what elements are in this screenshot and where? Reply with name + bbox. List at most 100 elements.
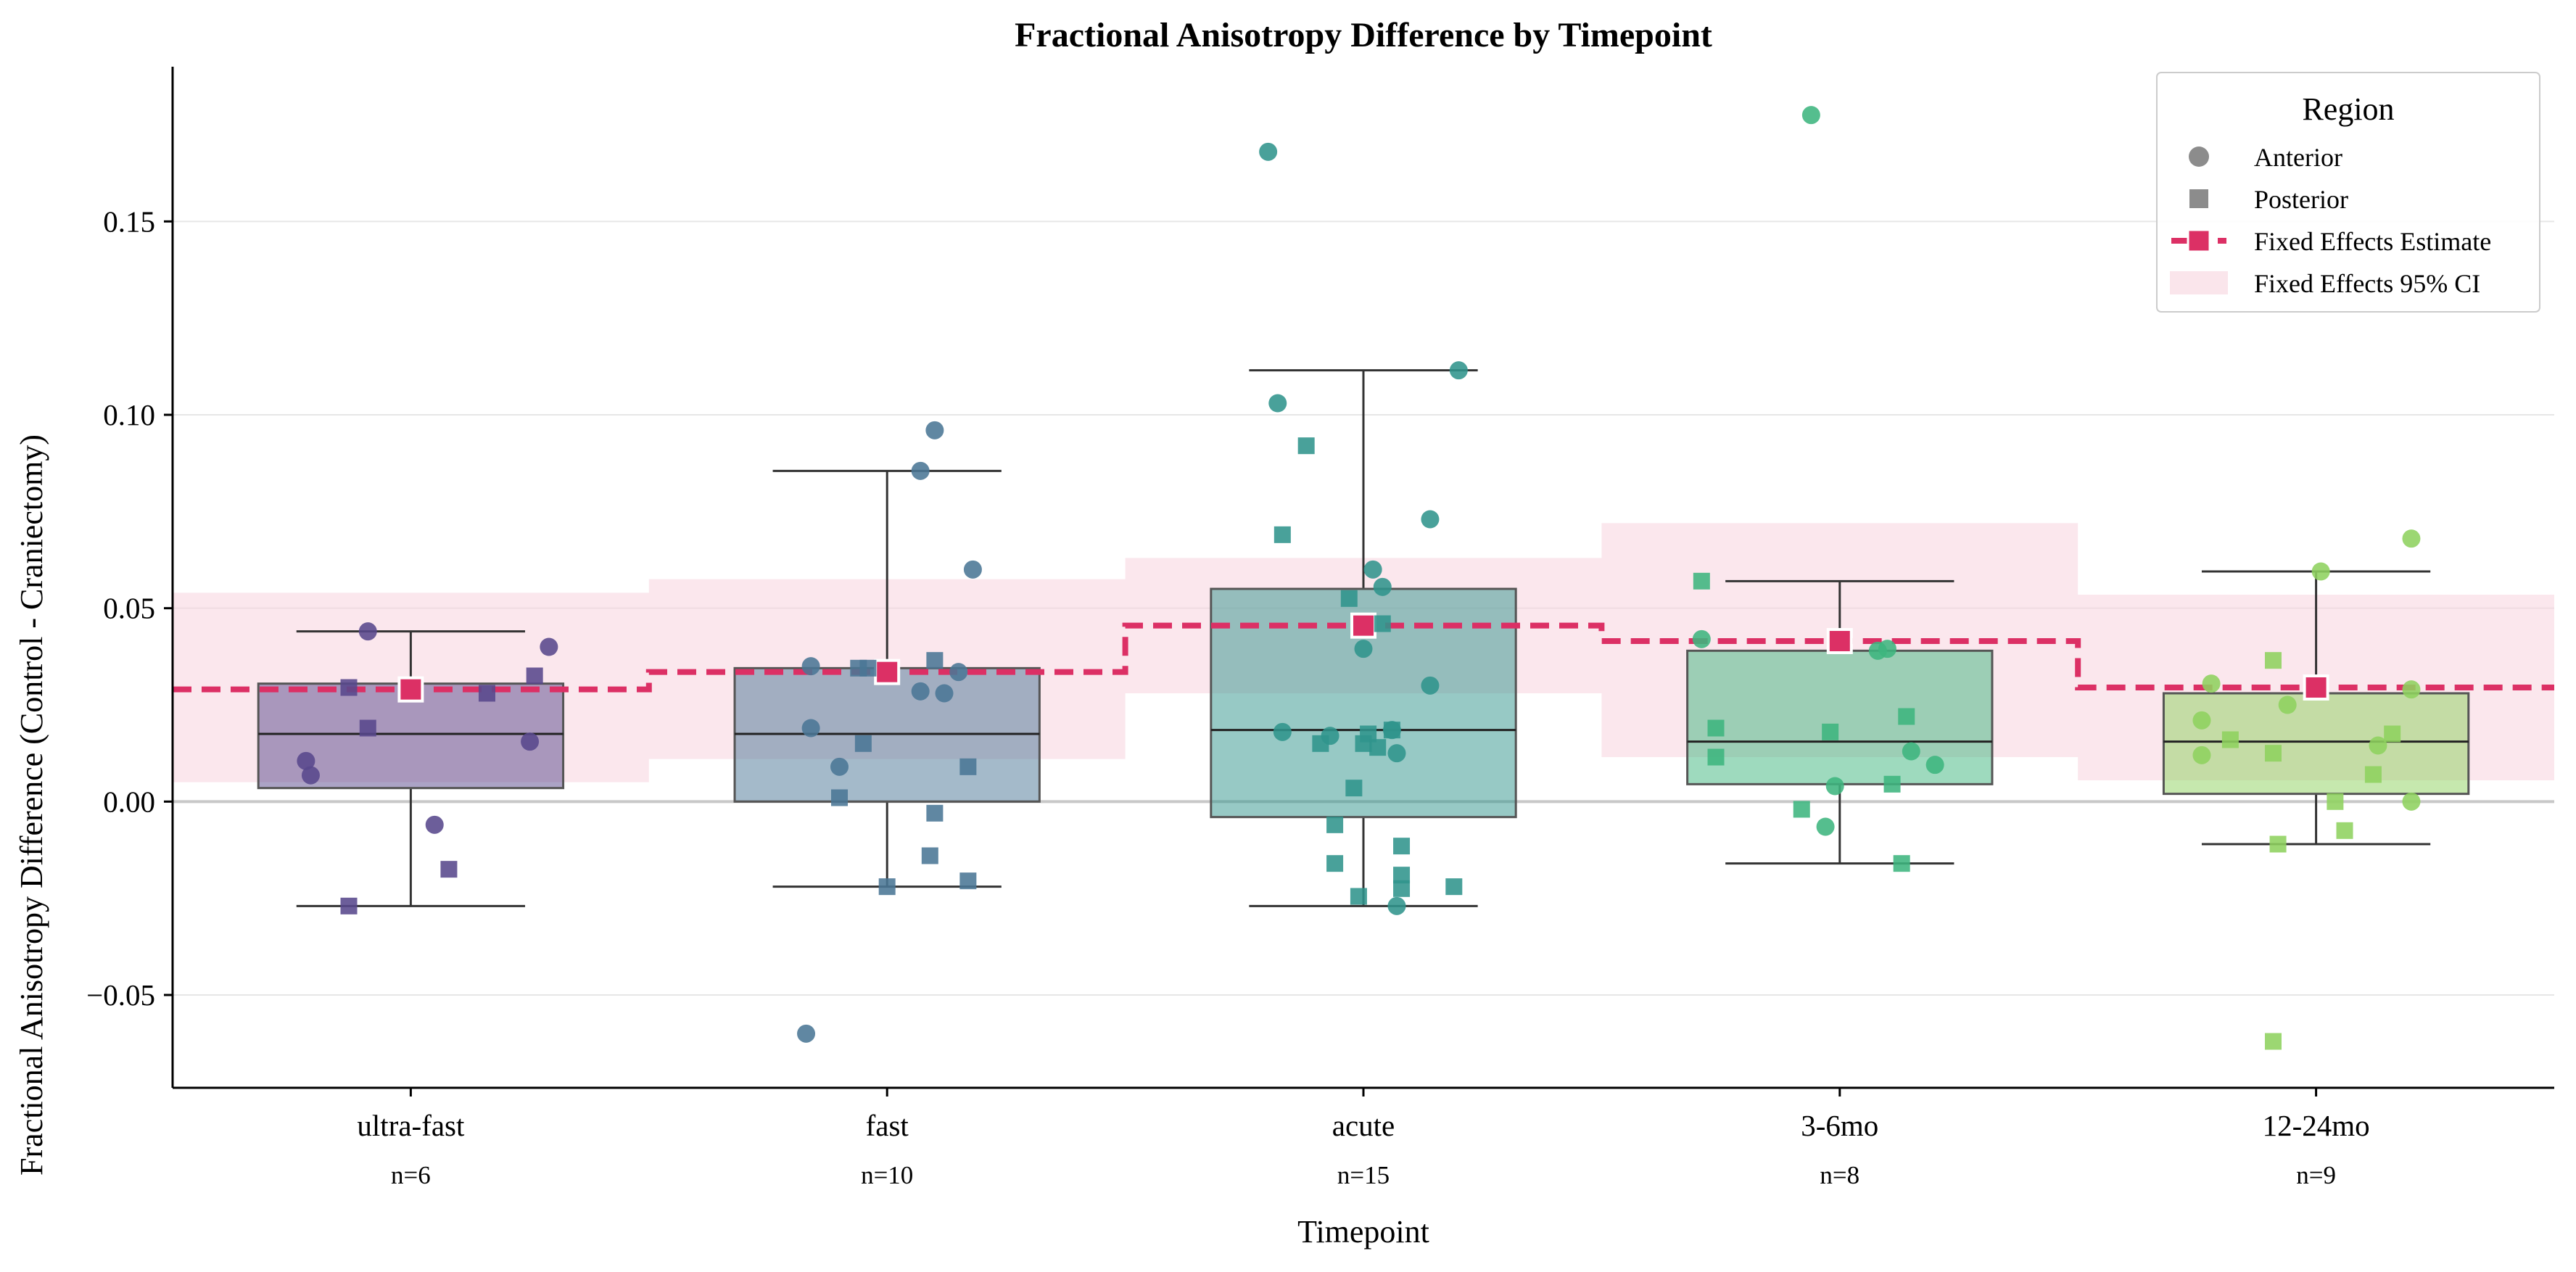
point-acute-18	[1340, 590, 1358, 607]
x-tick-label-fast: fast	[866, 1109, 909, 1142]
point-acute-0	[1259, 142, 1278, 161]
legend-label-1: Posterior	[2254, 185, 2348, 214]
point-12-24mo-6	[2402, 529, 2421, 548]
point-ultra-fast-11	[340, 897, 358, 914]
x-tick-label-3-6mo: 3-6mo	[1801, 1109, 1878, 1142]
box-layer	[257, 369, 2470, 907]
point-12-24mo-4	[2311, 562, 2330, 581]
n-label-3-6mo: n=8	[1820, 1161, 1859, 1189]
point-acute-9	[1387, 896, 1406, 915]
estimate-marker-ultra-fast	[397, 676, 424, 703]
point-ultra-fast-10	[526, 667, 543, 685]
point-fast-6	[911, 682, 930, 701]
point-layer	[297, 106, 2421, 1050]
point-fast-7	[935, 684, 954, 703]
point-fast-9	[963, 560, 982, 579]
point-ultra-fast-8	[440, 861, 458, 878]
point-acute-28	[1445, 878, 1463, 896]
point-12-24mo-15	[2364, 766, 2382, 783]
point-fast-19	[959, 872, 977, 890]
estimate-marker-acute	[1350, 612, 1376, 639]
n-label-fast: n=10	[861, 1161, 913, 1189]
point-acute-17	[1326, 855, 1344, 872]
point-fast-14	[878, 878, 896, 896]
point-fast-1	[801, 657, 820, 676]
point-acute-16	[1326, 816, 1344, 833]
point-ultra-fast-9	[478, 685, 495, 702]
legend-box	[2156, 72, 2540, 313]
point-ultra-fast-1	[301, 766, 320, 785]
x-tick-label-ultra-fast: ultra-fast	[357, 1109, 465, 1142]
n-label-12-24mo: n=9	[2296, 1161, 2336, 1189]
point-acute-12	[1449, 361, 1468, 380]
y-tick-label-3: 0.10	[103, 398, 155, 431]
point-acute-27	[1393, 880, 1411, 897]
n-label-acute: n=15	[1337, 1161, 1390, 1189]
point-12-24mo-1	[2192, 746, 2211, 764]
point-3-6mo-0	[1692, 629, 1711, 648]
point-3-6mo-9	[1707, 719, 1725, 737]
point-12-24mo-0	[2192, 711, 2211, 730]
point-ultra-fast-4	[521, 732, 540, 751]
point-acute-5	[1363, 560, 1382, 579]
point-fast-15	[926, 804, 944, 822]
point-12-24mo-13	[2327, 793, 2344, 810]
point-acute-22	[1369, 739, 1387, 756]
point-3-6mo-11	[1793, 801, 1810, 818]
point-acute-4	[1354, 640, 1373, 658]
point-fast-12	[854, 735, 872, 752]
point-acute-11	[1421, 676, 1440, 695]
point-12-24mo-8	[2402, 680, 2421, 699]
point-acute-2	[1273, 722, 1292, 741]
point-fast-13	[859, 659, 877, 677]
point-12-24mo-12	[2269, 835, 2287, 853]
point-fast-11	[831, 789, 849, 806]
y-axis-label: Fractional Anisotropy Difference (Contro…	[14, 434, 49, 1176]
point-3-6mo-5	[1878, 640, 1896, 658]
legend-marker-ci	[2170, 271, 2228, 294]
point-12-24mo-7	[2402, 792, 2421, 811]
point-acute-8	[1387, 744, 1406, 763]
point-ultra-fast-7	[359, 719, 376, 737]
legend-marker-estimate	[2187, 228, 2211, 253]
point-fast-3	[830, 757, 849, 776]
point-3-6mo-6	[1902, 742, 1920, 761]
point-12-24mo-5	[2369, 736, 2387, 755]
point-ultra-fast-3	[425, 815, 444, 834]
point-3-6mo-15	[1898, 708, 1915, 725]
point-3-6mo-8	[1693, 572, 1710, 590]
box-12-24mo	[2162, 692, 2470, 796]
x-axis-label: Timepoint	[1297, 1214, 1429, 1250]
point-12-24mo-17	[2264, 1033, 2282, 1050]
point-acute-29	[1355, 735, 1372, 752]
point-acute-6	[1373, 577, 1392, 596]
point-12-24mo-11	[2264, 745, 2282, 762]
point-ultra-fast-0	[297, 751, 315, 770]
chart-title: Fractional Anisotropy Difference by Time…	[1015, 16, 1712, 54]
n-label-ultra-fast: n=6	[391, 1161, 431, 1189]
legend-marker-anterior	[2189, 146, 2209, 167]
point-fast-16	[926, 652, 944, 669]
point-acute-25	[1393, 838, 1411, 855]
point-3-6mo-13	[1883, 775, 1901, 793]
estimate-marker-fast	[874, 658, 901, 685]
point-acute-26	[1393, 867, 1411, 884]
point-fast-17	[921, 847, 938, 864]
y-tick-label-4: 0.15	[103, 205, 155, 238]
point-fast-0	[797, 1024, 816, 1043]
point-12-24mo-9	[2264, 652, 2282, 669]
point-acute-10	[1421, 510, 1440, 529]
point-acute-13	[1297, 437, 1315, 455]
point-ultra-fast-2	[358, 622, 377, 641]
point-acute-14	[1273, 526, 1291, 543]
point-fast-8	[949, 663, 968, 682]
point-3-6mo-2	[1816, 817, 1835, 836]
estimate-marker-12-24mo	[2303, 674, 2329, 701]
point-acute-24	[1383, 722, 1400, 739]
point-12-24mo-14	[2336, 822, 2353, 839]
legend-title: Region	[2302, 91, 2394, 127]
axis-layer: −0.05 0.00 0.05 0.10 0.15 ultra-fast n=6 fast n=…	[86, 67, 2554, 1189]
legend-marker-posterior	[2189, 189, 2208, 208]
y-tick-label-2: 0.05	[103, 592, 155, 625]
point-acute-19	[1345, 780, 1363, 797]
